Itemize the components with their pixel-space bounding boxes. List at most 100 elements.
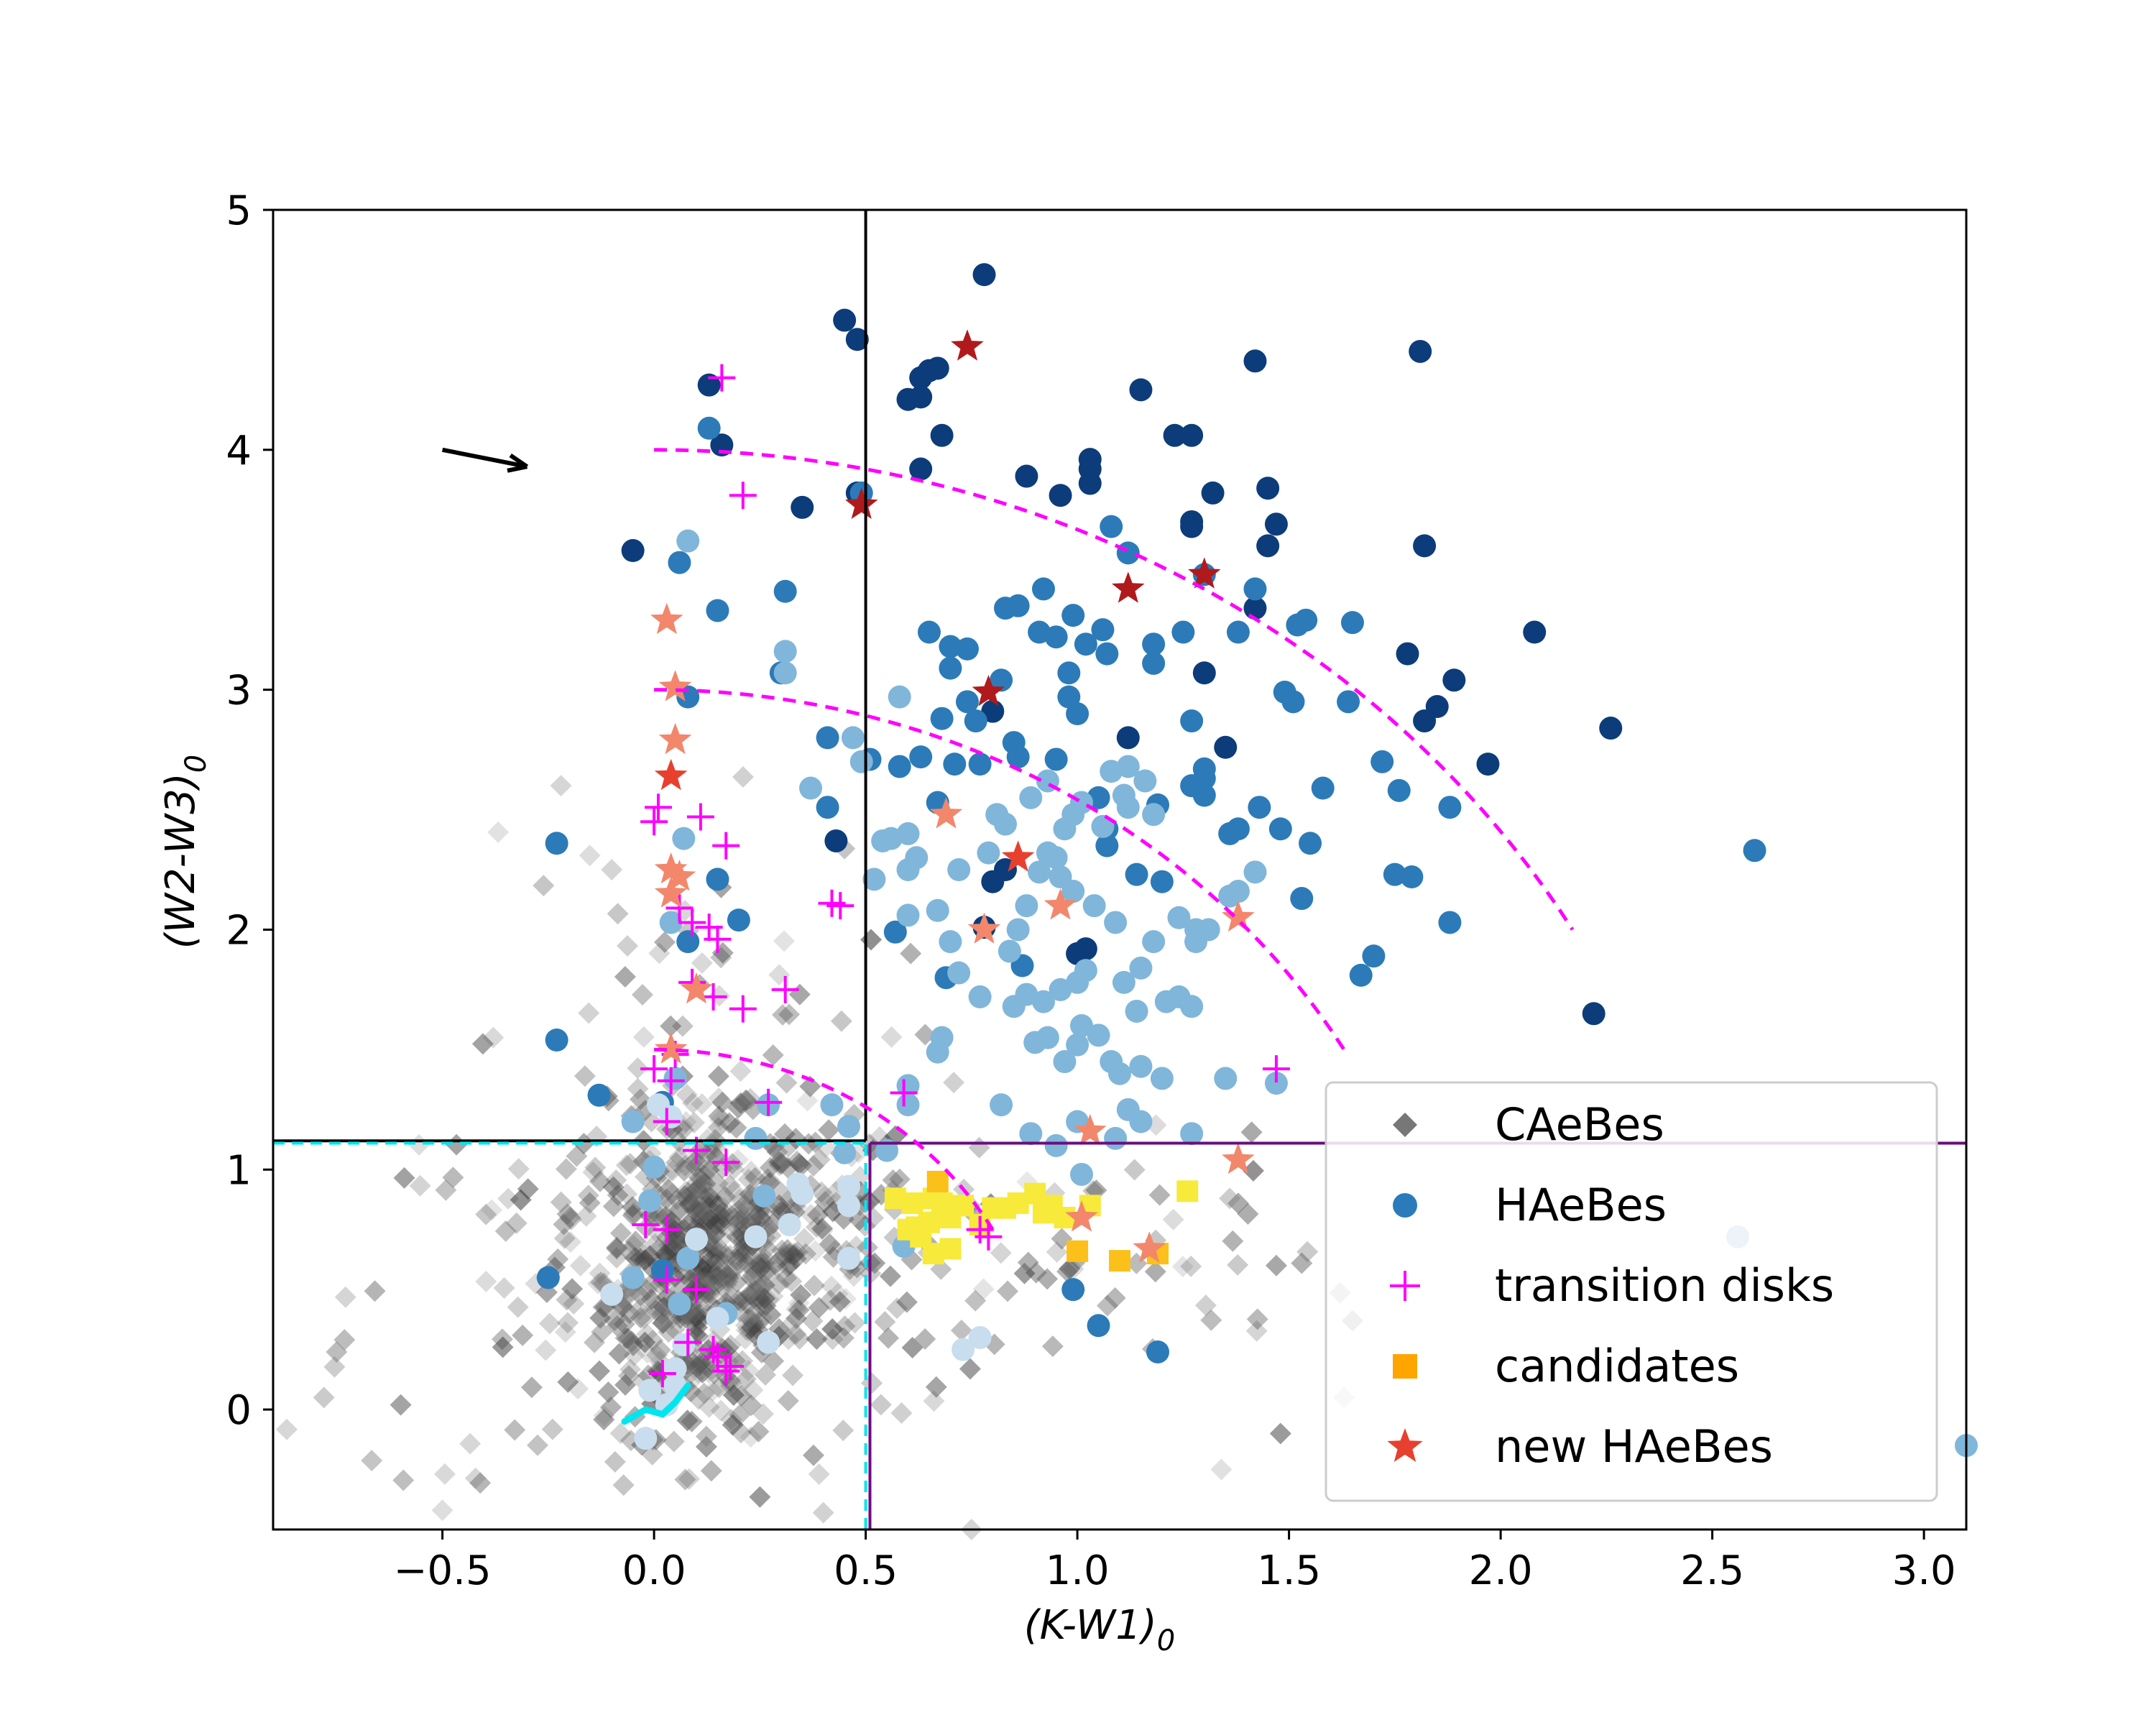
- new-haebe-point: [1073, 1113, 1107, 1146]
- haebe-point: [638, 1189, 662, 1213]
- y-tick-label: 1: [226, 1147, 252, 1194]
- transition-disk-point: [717, 1353, 745, 1380]
- haebe-point: [1243, 597, 1267, 620]
- caebes-point: [1194, 1294, 1217, 1317]
- caebes-point: [636, 1323, 658, 1346]
- caebes-point: [900, 942, 922, 965]
- caebes-point: [554, 1321, 576, 1343]
- transition-disk-point: [729, 482, 757, 510]
- haebe-point: [1340, 611, 1364, 635]
- caebes-point: [1046, 1241, 1068, 1263]
- haebe-point: [1264, 1072, 1288, 1095]
- caebes-point: [715, 1244, 737, 1266]
- y-tick-label: 3: [226, 668, 252, 714]
- caebes-point: [1123, 1159, 1146, 1181]
- caebes-point: [768, 1151, 791, 1174]
- caebes-point: [720, 1408, 742, 1430]
- new-haebe-point: [1133, 1231, 1166, 1263]
- caebes-point: [800, 1203, 822, 1225]
- caebes-point: [751, 1251, 773, 1274]
- haebe-point: [1031, 577, 1055, 601]
- caebes-point: [409, 1174, 431, 1197]
- caebes-point: [901, 1336, 923, 1358]
- caebes-point: [808, 1297, 830, 1319]
- caebes-point: [990, 1242, 1012, 1264]
- caebes-point: [764, 1254, 786, 1276]
- caebes-point: [584, 1156, 607, 1179]
- caebes-point: [492, 1336, 514, 1358]
- caebes-point: [704, 1251, 727, 1274]
- haebe-point: [786, 1172, 810, 1196]
- caebes-point: [786, 1307, 808, 1330]
- caebes-point: [505, 1212, 528, 1234]
- caebes-point: [1240, 1121, 1263, 1144]
- caebes-point: [676, 1084, 698, 1106]
- transition-disk-point: [640, 808, 668, 836]
- haebe-point: [1125, 862, 1148, 886]
- caebes-point: [744, 1167, 766, 1189]
- new-haebe-point: [951, 329, 984, 361]
- transition-disk-point: [712, 1149, 740, 1177]
- haebe-point: [939, 930, 962, 954]
- caebes-point: [775, 1072, 798, 1094]
- caebes-point: [694, 1201, 717, 1223]
- haebe-point: [1192, 757, 1216, 781]
- caebes-point: [1041, 1335, 1064, 1358]
- haebe-point: [849, 750, 873, 773]
- caebes-point: [808, 1149, 831, 1171]
- caebes-point: [573, 1065, 596, 1087]
- new-haebe-point: [929, 797, 963, 829]
- caebes-point: [668, 1199, 691, 1221]
- caebes-point: [719, 1244, 741, 1266]
- y-tick-label: 2: [226, 907, 252, 954]
- caebes-point: [754, 1287, 776, 1310]
- caebes-point: [616, 1183, 638, 1205]
- haebe-point: [659, 911, 683, 934]
- caebes-point: [1144, 1261, 1166, 1283]
- axis-ticks: −0.5 0.0 0.5 1.0 1.5 2.0 2.5 3.0 0 1 2 3 4 5: [226, 188, 1955, 1594]
- caebes-point: [556, 1289, 578, 1311]
- caebes-point: [733, 1194, 755, 1216]
- haebe-point: [926, 356, 949, 380]
- haebe-point: [820, 1093, 844, 1117]
- caebes-point: [722, 1260, 745, 1282]
- caebes-point: [313, 1386, 335, 1409]
- caebes-point: [621, 1196, 643, 1218]
- caebes-point: [788, 1328, 811, 1350]
- new-haebe-point: [654, 1032, 688, 1064]
- haebe-point: [727, 908, 750, 932]
- caebes-point: [725, 1117, 747, 1139]
- caebes-point: [1056, 1261, 1079, 1283]
- caebes-point: [688, 1388, 710, 1410]
- caebes-point: [742, 1264, 764, 1287]
- haebe-point: [837, 1194, 861, 1218]
- caebes-point: [636, 1342, 658, 1364]
- caebes-point: [710, 947, 732, 969]
- caebes-point: [684, 1355, 706, 1377]
- caebes-point: [682, 1182, 704, 1204]
- caebes-point: [601, 859, 623, 880]
- caebes-point: [700, 1259, 722, 1282]
- caebes-point: [693, 1382, 715, 1404]
- caebes-point: [856, 1236, 878, 1259]
- caebes-point: [658, 1321, 680, 1343]
- haebe-point: [1150, 870, 1174, 893]
- haebe-point: [1349, 963, 1373, 987]
- caebes-point: [541, 1418, 563, 1440]
- caebes-point: [642, 1329, 664, 1351]
- haebe-point: [545, 1029, 568, 1052]
- caebes-point: [559, 1231, 581, 1254]
- caebes-point: [706, 1239, 729, 1261]
- caebes-point: [795, 1243, 817, 1265]
- caebes-point: [673, 1159, 695, 1182]
- caebes-point: [630, 1307, 652, 1329]
- caebes-point: [459, 1432, 482, 1455]
- caebes-point: [644, 1296, 666, 1318]
- haebe-point: [972, 263, 996, 287]
- haebe-point: [685, 1228, 708, 1251]
- caebes-point: [557, 1371, 579, 1393]
- haebe-point: [744, 1126, 768, 1150]
- caebes-point: [727, 1097, 750, 1119]
- caebes-point: [658, 1178, 680, 1200]
